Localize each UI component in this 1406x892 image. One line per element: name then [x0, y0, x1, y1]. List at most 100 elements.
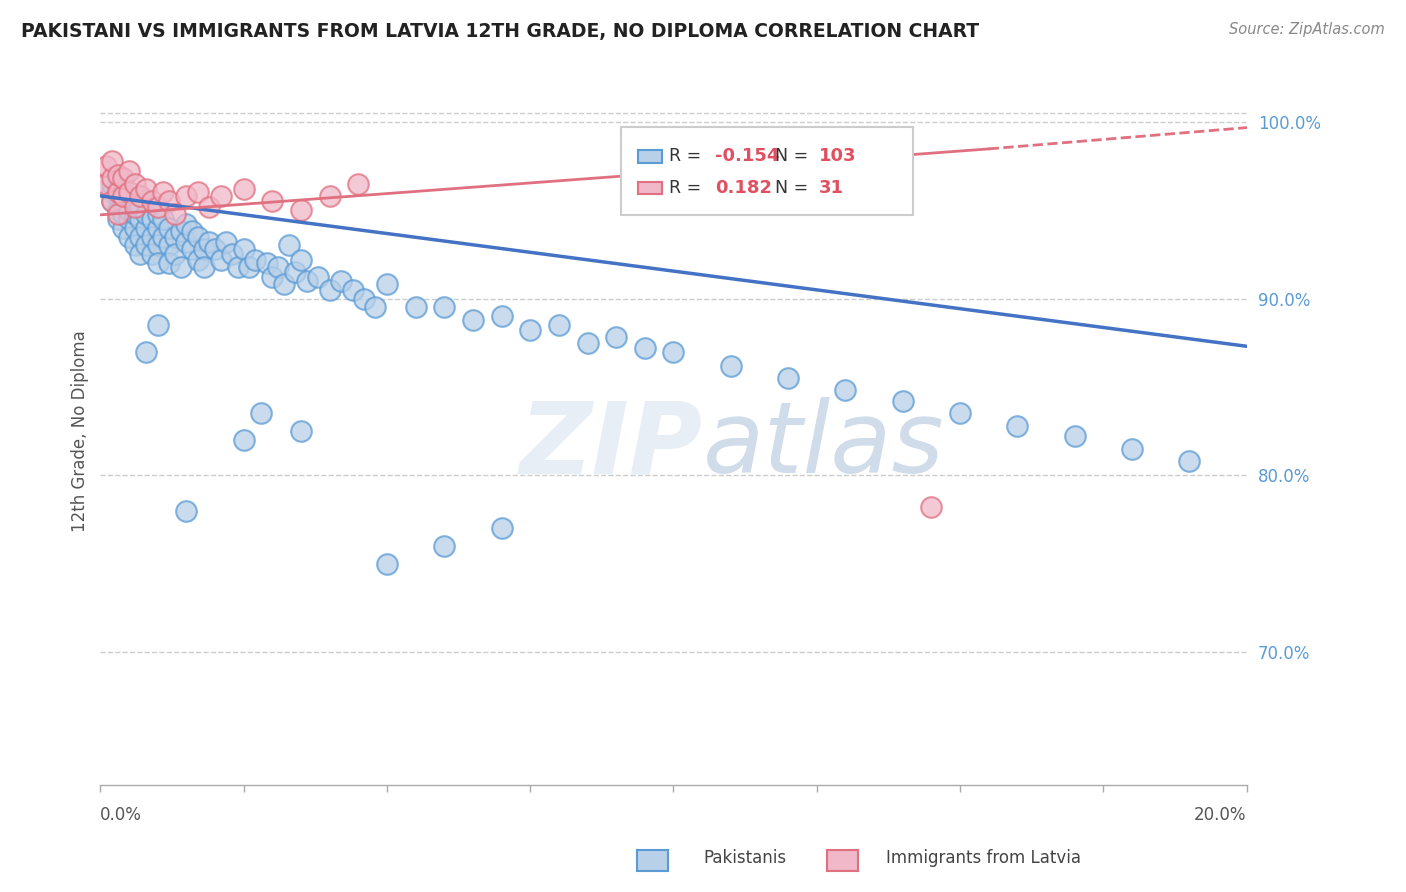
- Point: [146, 256, 169, 270]
- Point: [135, 238, 157, 252]
- Point: [101, 177, 124, 191]
- Point: [129, 200, 152, 214]
- Point: [112, 194, 135, 209]
- Point: [834, 384, 856, 398]
- Point: [152, 211, 174, 226]
- Point: [101, 194, 124, 209]
- Point: [157, 238, 180, 252]
- Point: [547, 318, 569, 332]
- Point: [141, 211, 163, 226]
- Point: [433, 539, 456, 553]
- Text: 31: 31: [818, 179, 844, 197]
- Point: [107, 203, 129, 218]
- Point: [157, 194, 180, 209]
- Text: ZIP: ZIP: [520, 398, 703, 494]
- Point: [232, 433, 254, 447]
- Point: [181, 224, 204, 238]
- Point: [187, 186, 209, 200]
- Point: [118, 203, 141, 218]
- Point: [204, 242, 226, 256]
- Y-axis label: 12th Grade, No Diploma: 12th Grade, No Diploma: [72, 330, 89, 532]
- Point: [176, 504, 198, 518]
- Point: [891, 394, 914, 409]
- Point: [146, 206, 169, 220]
- Text: 0.182: 0.182: [716, 179, 772, 197]
- Point: [124, 200, 146, 214]
- Point: [433, 301, 456, 315]
- Point: [347, 177, 370, 191]
- Point: [135, 344, 157, 359]
- Point: [176, 217, 198, 231]
- Point: [141, 247, 163, 261]
- Point: [330, 274, 353, 288]
- Point: [273, 277, 295, 292]
- Point: [141, 194, 163, 209]
- Text: R =: R =: [669, 147, 707, 166]
- Point: [256, 256, 278, 270]
- Point: [152, 186, 174, 200]
- Point: [193, 260, 215, 274]
- Point: [238, 260, 260, 274]
- Point: [634, 341, 657, 355]
- Point: [176, 189, 198, 203]
- Point: [187, 252, 209, 267]
- Point: [364, 301, 387, 315]
- Point: [278, 238, 301, 252]
- Point: [519, 323, 541, 337]
- Point: [375, 557, 398, 571]
- Point: [163, 229, 186, 244]
- Text: Pakistanis: Pakistanis: [703, 849, 786, 867]
- Point: [101, 186, 124, 200]
- Point: [267, 260, 290, 274]
- Text: 0.0%: 0.0%: [100, 806, 142, 824]
- Point: [135, 182, 157, 196]
- Point: [107, 206, 129, 220]
- Point: [1007, 418, 1029, 433]
- Point: [176, 235, 198, 249]
- Point: [107, 168, 129, 182]
- Point: [290, 424, 312, 438]
- Point: [129, 189, 152, 203]
- Text: 103: 103: [818, 147, 856, 166]
- Point: [124, 220, 146, 235]
- Point: [129, 247, 152, 261]
- Text: PAKISTANI VS IMMIGRANTS FROM LATVIA 12TH GRADE, NO DIPLOMA CORRELATION CHART: PAKISTANI VS IMMIGRANTS FROM LATVIA 12TH…: [21, 22, 979, 41]
- Point: [118, 186, 141, 200]
- Point: [146, 318, 169, 332]
- Text: 20.0%: 20.0%: [1194, 806, 1247, 824]
- Point: [169, 224, 191, 238]
- Point: [124, 238, 146, 252]
- Point: [135, 206, 157, 220]
- Point: [215, 235, 238, 249]
- Text: N =: N =: [775, 147, 814, 166]
- Point: [295, 274, 318, 288]
- Point: [124, 194, 146, 209]
- Point: [778, 371, 800, 385]
- Point: [949, 407, 972, 421]
- Point: [353, 292, 375, 306]
- Point: [94, 177, 117, 191]
- Point: [146, 220, 169, 235]
- Point: [129, 189, 152, 203]
- Point: [221, 247, 243, 261]
- Point: [198, 235, 221, 249]
- Point: [112, 189, 135, 203]
- Point: [284, 265, 307, 279]
- Text: R =: R =: [669, 179, 707, 197]
- Point: [1121, 442, 1143, 456]
- Text: atlas: atlas: [703, 398, 945, 494]
- Point: [163, 206, 186, 220]
- Point: [107, 186, 129, 200]
- Point: [124, 177, 146, 191]
- Point: [112, 206, 135, 220]
- Point: [605, 330, 627, 344]
- Point: [198, 200, 221, 214]
- Point: [157, 220, 180, 235]
- Point: [146, 200, 169, 214]
- Point: [576, 335, 599, 350]
- Point: [318, 189, 340, 203]
- Point: [375, 277, 398, 292]
- Point: [112, 220, 135, 235]
- Point: [307, 270, 329, 285]
- Point: [118, 229, 141, 244]
